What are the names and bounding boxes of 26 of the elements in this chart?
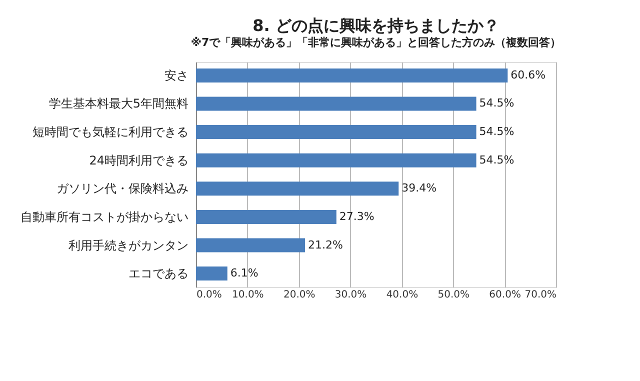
x-tick-label: 0.0% <box>196 290 222 300</box>
y-tick-label: エコである <box>128 266 188 281</box>
data-label: 54.5% <box>479 125 514 138</box>
y-tick-label: 短時間でも気軽に利用できる <box>32 125 188 140</box>
x-tick-label: 30.0% <box>334 290 367 300</box>
y-tick-label: 自動車所有コストが掛からない <box>20 210 188 224</box>
y-tick-label: 24時間利用できる <box>89 153 188 168</box>
data-label: 39.4% <box>402 182 437 195</box>
x-tick-label: 70.0% <box>524 290 556 300</box>
x-tick-label: 10.0% <box>232 290 264 300</box>
x-tick-label: 50.0% <box>438 290 470 300</box>
y-tick-label: 安さ <box>164 68 188 82</box>
data-label: 54.5% <box>479 153 514 166</box>
y-tick-label: 利用手続きがカンタン <box>68 238 188 252</box>
data-label: 60.6% <box>510 68 546 82</box>
y-tick-label: 学生基本料最大5年間無料 <box>48 96 188 111</box>
chart-subtitle: ※7で「興味がある」「非常に興味がある」と回答した方のみ（複数回答） <box>190 36 562 49</box>
x-tick-label: 40.0% <box>386 290 418 300</box>
x-tick-label: 60.0% <box>489 290 521 300</box>
chart-title: 8. どの点に興味を持ちましたか？ <box>252 16 500 35</box>
data-label: 6.1% <box>230 266 258 280</box>
x-tick-label: 20.0% <box>283 290 316 300</box>
data-label: 27.3% <box>339 210 374 223</box>
data-label: 21.2% <box>308 238 343 252</box>
y-tick-label: ガソリン代・保険料込み <box>56 182 188 196</box>
data-label: 54.5% <box>479 96 514 110</box>
